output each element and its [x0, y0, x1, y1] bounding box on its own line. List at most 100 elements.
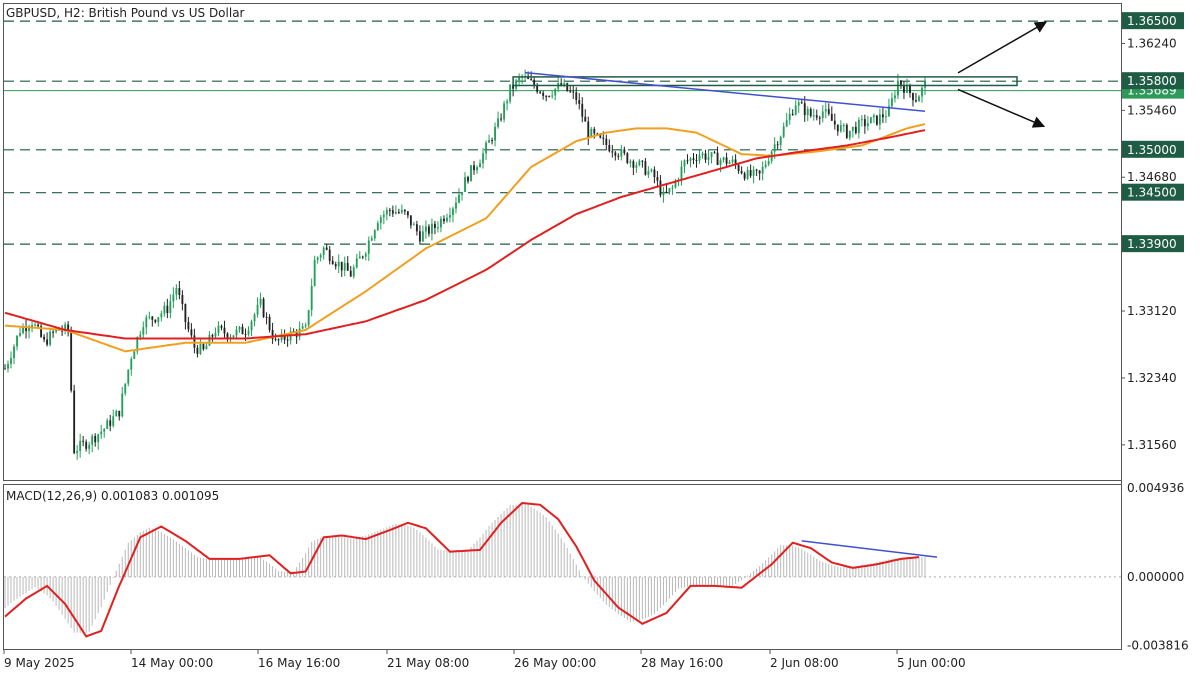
- candle-bull: [298, 328, 301, 337]
- candle-bull: [49, 331, 52, 345]
- candle-bear: [596, 133, 599, 135]
- candle-bull: [662, 191, 665, 196]
- candle-bear: [584, 116, 587, 122]
- candle-bear: [863, 119, 866, 127]
- candle-bull: [160, 313, 163, 318]
- candle-bull: [839, 125, 842, 132]
- candle-bull: [31, 325, 33, 329]
- candle-bull: [479, 163, 481, 168]
- candle-bull: [878, 114, 881, 125]
- candle-bear: [491, 140, 493, 142]
- candle-bull: [488, 140, 490, 143]
- candle-bull: [169, 301, 172, 314]
- candle-bull: [103, 428, 106, 432]
- candle-bull: [373, 230, 376, 239]
- candle-bear: [725, 157, 728, 164]
- candle-bull: [851, 126, 854, 131]
- candle-bear: [915, 100, 917, 102]
- candle-bull: [848, 130, 851, 138]
- candle-bull: [400, 209, 403, 213]
- candle-bull: [28, 328, 30, 332]
- candle-bear: [656, 177, 659, 181]
- candle-bull: [280, 333, 283, 341]
- candle-bear: [427, 226, 430, 234]
- candle-bull: [163, 305, 166, 314]
- candle-bull: [13, 346, 15, 359]
- candle-bear: [803, 103, 806, 116]
- candle-bear: [181, 295, 184, 305]
- candle-bull: [412, 224, 415, 226]
- candle-bull: [683, 160, 686, 167]
- candle-bull: [452, 208, 454, 216]
- candle-bear: [274, 339, 277, 341]
- y-tick-label: 1.33120: [1127, 304, 1177, 318]
- candle-bull: [824, 109, 827, 112]
- candle-bull: [506, 101, 509, 104]
- candle-bear: [109, 420, 112, 426]
- candle-bull: [710, 152, 713, 158]
- macd-divergence-line: [801, 540, 938, 558]
- candle-bear: [73, 390, 76, 454]
- candle-bull: [719, 160, 722, 165]
- candle-bear: [665, 191, 668, 193]
- candle-bull: [16, 335, 18, 347]
- candle-bull: [794, 105, 797, 115]
- candle-bull: [455, 202, 457, 209]
- candle-bear: [434, 223, 436, 229]
- candle-bear: [545, 95, 548, 97]
- candle-bull: [214, 333, 217, 337]
- candle-bull: [701, 153, 704, 156]
- candle-bear: [749, 170, 752, 176]
- macd-signal-line: [4, 501, 920, 638]
- x-tick-label: 9 May 2025: [4, 656, 75, 670]
- candle-bull: [100, 431, 103, 435]
- candle-bull: [437, 227, 439, 229]
- candle-bull: [497, 118, 500, 127]
- breakout-arrow-up: [957, 21, 1048, 74]
- candle-bear: [388, 209, 391, 211]
- candle-bear: [334, 264, 337, 267]
- candle-bull: [238, 326, 241, 330]
- candle-bear: [85, 441, 88, 449]
- candle-bull: [680, 166, 683, 180]
- candle-bear: [202, 344, 205, 350]
- candle-bear: [82, 440, 85, 442]
- candle-bull: [232, 335, 235, 338]
- candle-bull: [421, 231, 424, 242]
- x-tick-label: 2 Jun 08:00: [770, 656, 839, 670]
- candle-bull: [91, 435, 94, 445]
- candle-bear: [187, 322, 190, 330]
- candle-bear: [226, 333, 229, 339]
- breakdown-arrow-down: [957, 88, 1046, 128]
- candle-bear: [331, 260, 334, 265]
- candle-bear: [548, 95, 551, 97]
- candle-bear: [587, 121, 590, 138]
- level-badge: 1.35800: [1127, 74, 1177, 88]
- candle-bear: [340, 261, 343, 271]
- candle-bull: [310, 286, 313, 311]
- candle-bear: [704, 153, 707, 160]
- candle-bull: [124, 383, 127, 394]
- candles-layer: [4, 69, 926, 460]
- candle-bull: [866, 123, 869, 127]
- x-tick-label: 21 May 08:00: [387, 656, 469, 670]
- candle-bear: [190, 329, 193, 336]
- candle-bull: [518, 77, 521, 81]
- candle-bear: [70, 329, 73, 391]
- chart-title: GBPUSD, H2: British Pound vs US Dollar: [6, 6, 245, 20]
- candle-bear: [37, 324, 40, 327]
- candle-bear: [716, 152, 719, 165]
- candle-bull: [34, 324, 36, 326]
- candle-bear: [815, 115, 818, 118]
- candle-bull: [707, 157, 710, 160]
- candle-bull: [782, 126, 785, 137]
- candle-bear: [443, 218, 445, 222]
- candle-bear: [566, 83, 569, 91]
- candle-bull: [79, 440, 82, 452]
- candle-bull: [482, 153, 484, 164]
- candle-bull: [145, 317, 148, 328]
- candle-bull: [722, 157, 725, 161]
- level-badge-bg: [1122, 140, 1184, 158]
- candle-bear: [833, 120, 836, 125]
- candle-bull: [746, 170, 749, 179]
